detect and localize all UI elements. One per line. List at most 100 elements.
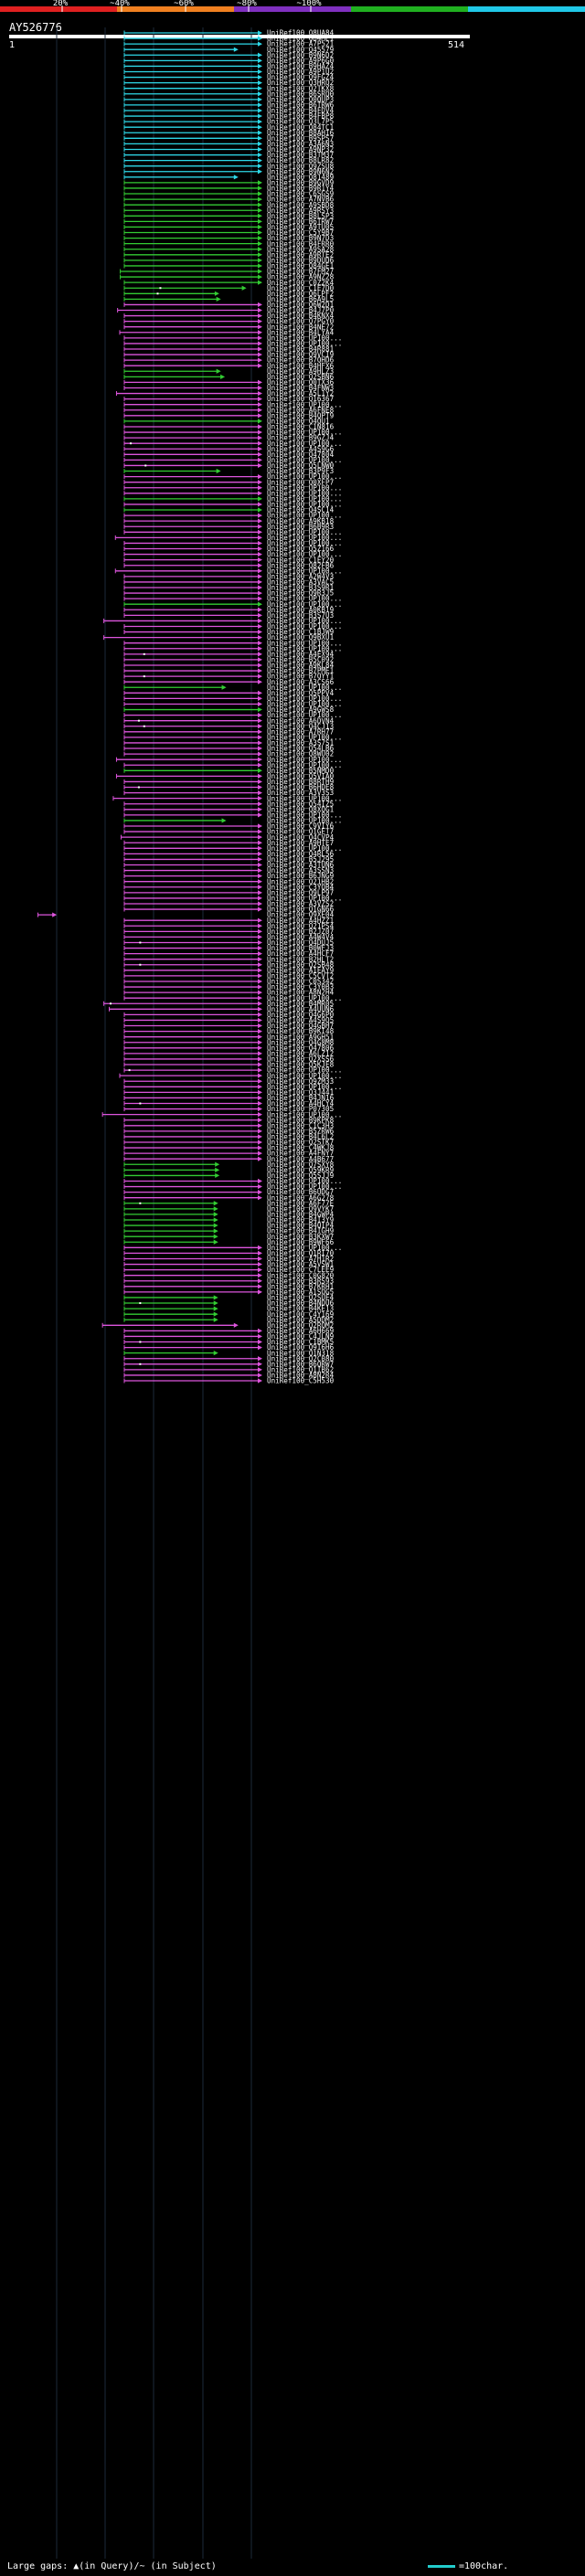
hit-row[interactable]: UniRef100_UP100... bbox=[123, 483, 342, 492]
hit-row[interactable]: UniRef100_B4FBP8 bbox=[123, 112, 335, 121]
hit-label[interactable]: UniRef100_A4FNY7 bbox=[267, 1150, 334, 1158]
hit-label[interactable]: UniRef100_Q2SUE4 bbox=[267, 1294, 335, 1302]
hit-label[interactable]: UniRef100_Q0XFP7 bbox=[267, 478, 334, 486]
hit-label[interactable]: UniRef100_C0S342 bbox=[267, 978, 334, 986]
hit-label[interactable]: UniRef100_Q2SBN6 bbox=[267, 373, 335, 381]
hit-row[interactable]: UniRef100_A9P6G0 bbox=[123, 57, 335, 65]
hit-label[interactable]: UniRef100_Q9XE04 bbox=[267, 911, 335, 919]
hit-row[interactable]: UniRef100_B8LR82 bbox=[123, 156, 334, 164]
hit-label[interactable]: UniRef100_A7H1R2 bbox=[267, 1255, 334, 1263]
hit-row[interactable]: UniRef100_A2W4V3 bbox=[123, 572, 334, 580]
hit-row[interactable]: UniRef100_B5ZRW6 bbox=[123, 1127, 335, 1135]
hit-label[interactable]: UniRef100_A4S9G6 bbox=[267, 445, 335, 453]
hit-label[interactable]: UniRef100_A0KB19 bbox=[267, 606, 335, 614]
hit-row[interactable]: UniRef100_UP100... bbox=[123, 711, 342, 719]
hit-label[interactable]: UniRef100_UP100... bbox=[267, 811, 342, 819]
hit-row[interactable]: UniRef100_UP100... bbox=[112, 794, 342, 802]
hit-label[interactable]: UniRef100_A5L1Y2 bbox=[267, 389, 334, 398]
hit-row[interactable]: UniRef100_B4J7P0 bbox=[117, 306, 335, 314]
hit-label[interactable]: UniRef100_UP100... bbox=[267, 1066, 342, 1075]
hit-label[interactable]: UniRef100_A9NP32 bbox=[267, 145, 334, 154]
hit-label[interactable]: UniRef100_A7RH77 bbox=[267, 727, 334, 736]
hit-label[interactable]: UniRef100_B4I3Y9 bbox=[267, 1216, 335, 1224]
hit-label[interactable]: UniRef100_Q8XQG1 bbox=[267, 805, 335, 813]
hit-row[interactable]: UniRef100_B3P9F3 bbox=[123, 467, 334, 475]
hit-label[interactable]: UniRef100_A9TU05 bbox=[267, 223, 334, 231]
hit-label[interactable]: UniRef100_UP100... bbox=[267, 489, 342, 497]
hit-label[interactable]: UniRef100_P07305 bbox=[267, 1105, 334, 1113]
hit-label[interactable]: UniRef100_B9R1Y4 bbox=[267, 185, 335, 193]
hit-label[interactable]: UniRef100_B5C092 bbox=[267, 656, 334, 664]
hit-label[interactable]: UniRef100_Q4CVP4 bbox=[267, 833, 335, 842]
hit-label[interactable]: UniRef100_A4EX94 bbox=[267, 650, 335, 658]
hit-row[interactable]: UniRef100_UP100... bbox=[123, 639, 342, 647]
hit-row[interactable]: UniRef100_B9N6D2 bbox=[123, 51, 334, 59]
hit-row[interactable]: UniRef100_Q4G8M8 bbox=[123, 1038, 335, 1046]
hit-row[interactable]: UniRef100_C4Y169 bbox=[123, 1310, 335, 1319]
hit-label[interactable]: UniRef100_Q5PPV4 bbox=[267, 689, 335, 697]
hit-row[interactable]: UniRef100_A3SSN3 bbox=[123, 866, 334, 875]
hit-label[interactable]: UniRef100_A5VSW1 bbox=[267, 1260, 335, 1268]
hit-label[interactable]: UniRef100_B5NMD0 bbox=[267, 767, 335, 775]
hit-label[interactable]: UniRef100_Q1IB62 bbox=[267, 1365, 334, 1373]
hit-row[interactable]: UniRef100_Q54LB6 bbox=[123, 745, 335, 753]
hit-row[interactable]: UniRef100_Q2STK7 bbox=[123, 1139, 334, 1147]
hit-row[interactable]: UniRef100_Q45579 bbox=[123, 46, 335, 54]
hit-row[interactable]: UniRef100_UP100... bbox=[123, 440, 342, 448]
hit-row[interactable]: UniRef100_B6HDE8 bbox=[123, 783, 335, 791]
hit-label[interactable]: UniRef100_B3P9F3 bbox=[267, 467, 334, 475]
hit-row[interactable]: UniRef100_Q8WU02 bbox=[123, 750, 334, 758]
hit-label[interactable]: UniRef100_C1BMK5 bbox=[267, 1338, 334, 1346]
hit-label[interactable]: UniRef100_UP100... bbox=[267, 600, 342, 609]
hit-label[interactable]: UniRef100_Q2STK7 bbox=[267, 1139, 334, 1147]
hit-row[interactable]: UniRef100_B4QPT9 bbox=[123, 411, 335, 419]
hit-label[interactable]: UniRef100_C4JLN9 bbox=[267, 1332, 335, 1341]
hit-label[interactable]: UniRef100_Q82FB6 bbox=[267, 561, 335, 569]
hit-row[interactable]: UniRef100_B4KE13 bbox=[123, 1305, 334, 1313]
hit-row[interactable]: UniRef100_Q2SBN6 bbox=[123, 373, 335, 381]
hit-row[interactable]: UniRef100_Q59KR9 bbox=[123, 1166, 335, 1174]
hit-label[interactable]: UniRef100_Q2TKX8 bbox=[267, 84, 335, 92]
hit-row[interactable]: UniRef100_Q9ZSU8 bbox=[123, 162, 335, 170]
hit-label[interactable]: UniRef100_A6H669 bbox=[267, 1327, 335, 1335]
hit-label[interactable]: UniRef100_B9N6D2 bbox=[267, 51, 334, 59]
hit-row[interactable]: UniRef100_B0WFJ3 bbox=[123, 944, 334, 952]
hit-label[interactable]: UniRef100_UP100... bbox=[267, 733, 342, 741]
hit-label[interactable]: UniRef100_Q1GN66 bbox=[267, 906, 335, 914]
hit-row[interactable]: UniRef100_B5J295 bbox=[123, 855, 334, 864]
hit-label[interactable]: UniRef100_A3TUN6 bbox=[267, 861, 335, 869]
hit-label[interactable]: UniRef100_B4NDU6 bbox=[267, 1299, 335, 1308]
hit-label[interactable]: UniRef100_UP100... bbox=[267, 400, 342, 408]
hit-label[interactable]: UniRef100_A4UUN6 bbox=[267, 1005, 335, 1013]
hit-row[interactable]: UniRef100_UP100... bbox=[123, 694, 342, 703]
hit-row[interactable]: UniRef100_Q4CJ13 bbox=[123, 722, 334, 730]
hit-label[interactable]: UniRef100_Q0TX36 bbox=[267, 378, 335, 387]
hit-label[interactable]: UniRef100_B4FRR0 bbox=[267, 239, 335, 248]
hit-row[interactable]: UniRef100_UP100... bbox=[123, 761, 342, 769]
hit-label[interactable]: UniRef100_Q84TC1 bbox=[267, 123, 335, 132]
hit-label[interactable]: UniRef100_A9RTE2 bbox=[267, 250, 334, 259]
hit-row[interactable]: UniRef100_B9HAZ4 bbox=[123, 62, 335, 70]
hit-row[interactable]: UniRef100_Q1GET7 bbox=[123, 828, 334, 836]
hit-row[interactable]: UniRef100_C5H530 bbox=[123, 1377, 335, 1385]
hit-label[interactable]: UniRef100_B3KXW7 bbox=[267, 1233, 334, 1241]
hit-label[interactable]: UniRef100_B3S9R1 bbox=[267, 584, 335, 592]
hit-row[interactable]: UniRef100_Q9R3J5 bbox=[123, 589, 334, 598]
hit-row[interactable]: UniRef100_UP100... bbox=[123, 501, 342, 509]
hit-label[interactable]: UniRef100_B6HDE8 bbox=[267, 783, 335, 791]
hit-label[interactable]: UniRef100_B9DUD6 bbox=[267, 256, 335, 264]
hit-row[interactable]: UniRef100_A9HTE7 bbox=[123, 839, 334, 847]
hit-label[interactable]: UniRef100_C9VIY6 bbox=[267, 822, 335, 831]
hit-row[interactable]: UniRef100_A6DVN4 bbox=[123, 716, 335, 725]
hit-label[interactable]: UniRef100_Q9BXU1 bbox=[267, 633, 335, 641]
hit-row[interactable]: UniRef100_Q3J441 bbox=[123, 1088, 335, 1097]
hit-row[interactable]: UniRef100_A3TUN6 bbox=[123, 861, 335, 869]
hit-label[interactable]: UniRef100_B7QHD6 bbox=[267, 356, 335, 365]
hit-row[interactable]: UniRef100_A6H669 bbox=[123, 1327, 335, 1335]
hit-label[interactable]: UniRef100_A5DDM2 bbox=[267, 1316, 334, 1324]
hit-label[interactable]: UniRef100_B3S7U3 bbox=[267, 611, 334, 620]
hit-label[interactable]: UniRef100_UP100... bbox=[267, 1182, 342, 1191]
hit-label[interactable]: UniRef100_UP100... bbox=[267, 528, 342, 536]
hit-label[interactable]: UniRef100_Q3HRQ2 bbox=[267, 79, 334, 87]
hit-row[interactable]: UniRef100_B2JZ07 bbox=[123, 928, 334, 936]
